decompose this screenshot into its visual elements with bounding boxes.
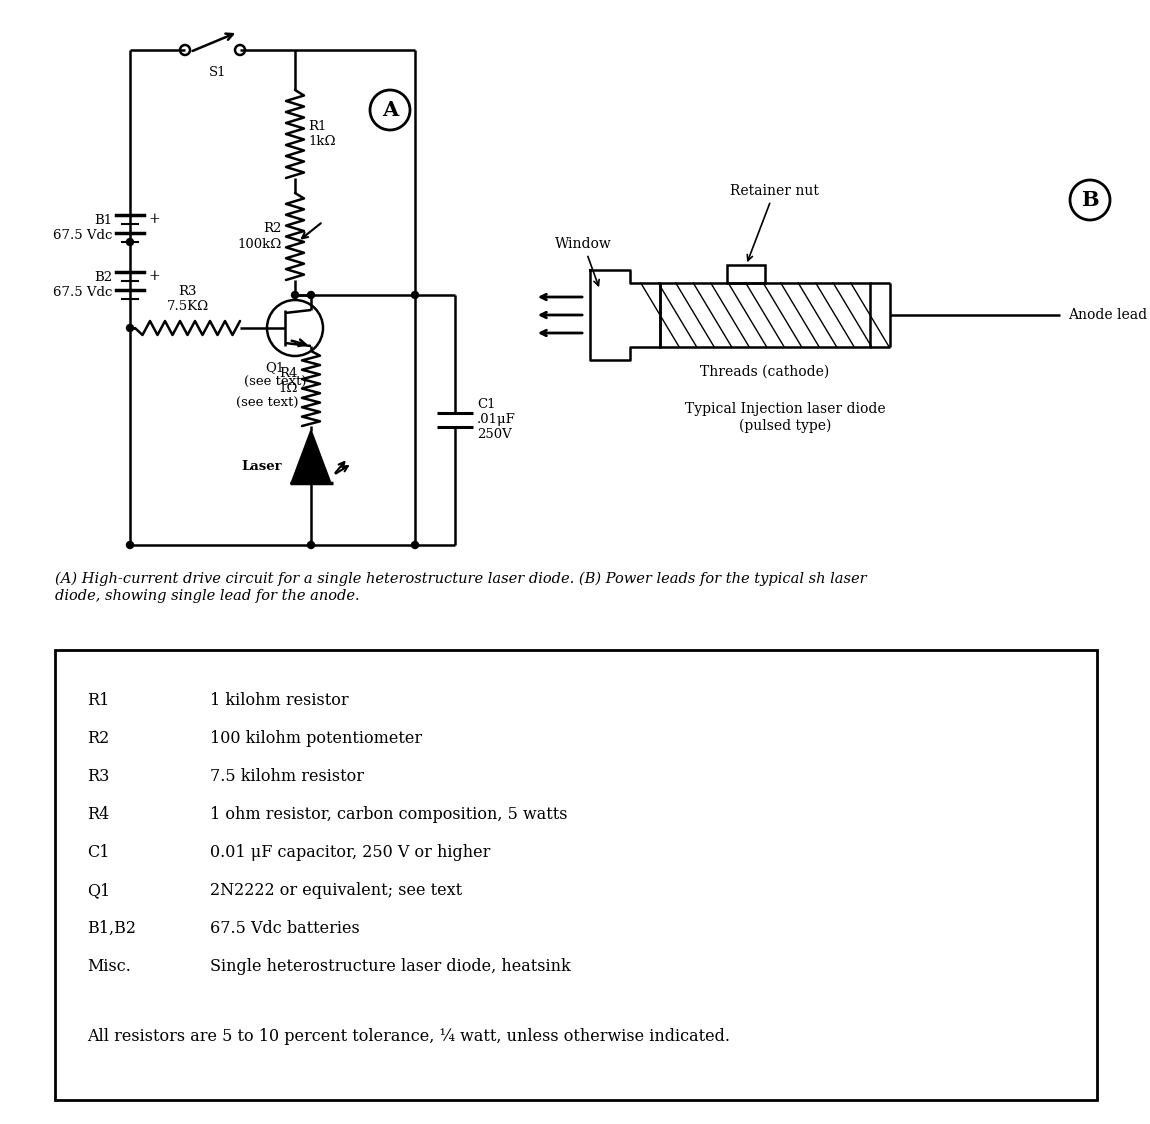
Text: All resistors are 5 to 10 percent tolerance, ¼ watt, unless otherwise indicated.: All resistors are 5 to 10 percent tolera… <box>87 1028 730 1045</box>
Polygon shape <box>291 430 330 483</box>
Circle shape <box>307 542 314 549</box>
Text: C1
.01μF
250V: C1 .01μF 250V <box>477 399 515 442</box>
Text: R1: R1 <box>87 692 109 709</box>
Text: Q1: Q1 <box>87 882 110 899</box>
Text: R4
1Ω
(see text): R4 1Ω (see text) <box>236 368 298 410</box>
Text: A: A <box>382 100 398 120</box>
Text: 1 ohm resistor, carbon composition, 5 watts: 1 ohm resistor, carbon composition, 5 wa… <box>210 806 567 823</box>
Circle shape <box>291 291 299 299</box>
Text: Q1
(see text): Q1 (see text) <box>244 361 306 389</box>
Text: Laser: Laser <box>240 461 282 473</box>
Text: R2
100kΩ: R2 100kΩ <box>238 223 282 251</box>
Text: Anode lead: Anode lead <box>1068 308 1148 321</box>
Text: R2: R2 <box>87 729 109 747</box>
Text: R4: R4 <box>87 806 109 823</box>
Circle shape <box>126 238 133 245</box>
Text: 7.5 kilohm resistor: 7.5 kilohm resistor <box>210 768 365 785</box>
Text: C1: C1 <box>87 844 109 861</box>
Circle shape <box>126 542 133 549</box>
Text: 1 kilohm resistor: 1 kilohm resistor <box>210 692 348 709</box>
Bar <box>660 283 871 347</box>
Text: R3: R3 <box>87 768 109 785</box>
Text: R1
1kΩ: R1 1kΩ <box>308 120 336 148</box>
Text: +: + <box>148 269 160 283</box>
Bar <box>55 650 1097 1100</box>
Text: Window: Window <box>555 237 612 285</box>
Bar <box>727 265 765 283</box>
Text: 67.5 Vdc batteries: 67.5 Vdc batteries <box>210 921 360 937</box>
Text: B: B <box>1081 190 1098 210</box>
Text: 2N2222 or equivalent; see text: 2N2222 or equivalent; see text <box>210 882 462 899</box>
Circle shape <box>307 291 314 299</box>
Text: B1
67.5 Vdc: B1 67.5 Vdc <box>53 214 112 242</box>
Text: Single heterostructure laser diode, heatsink: Single heterostructure laser diode, heat… <box>210 958 570 975</box>
Text: (A) High-current drive circuit for a single heterostructure laser diode. (B) Pow: (A) High-current drive circuit for a sin… <box>55 572 867 602</box>
Text: R3
7.5KΩ: R3 7.5KΩ <box>167 285 208 312</box>
Text: Misc.: Misc. <box>87 958 131 975</box>
Text: 100 kilohm potentiometer: 100 kilohm potentiometer <box>210 729 422 747</box>
Text: Retainer nut: Retainer nut <box>730 184 819 261</box>
Text: +: + <box>148 212 160 226</box>
Text: S1: S1 <box>209 66 227 79</box>
Circle shape <box>412 291 419 299</box>
Text: 0.01 μF capacitor, 250 V or higher: 0.01 μF capacitor, 250 V or higher <box>210 844 490 861</box>
Text: Threads (cathode): Threads (cathode) <box>700 365 829 379</box>
Text: B2
67.5 Vdc: B2 67.5 Vdc <box>53 271 112 299</box>
Text: B1,B2: B1,B2 <box>87 921 136 937</box>
Circle shape <box>126 325 133 332</box>
Text: Typical Injection laser diode
(pulsed type): Typical Injection laser diode (pulsed ty… <box>684 402 886 433</box>
Circle shape <box>412 542 419 549</box>
